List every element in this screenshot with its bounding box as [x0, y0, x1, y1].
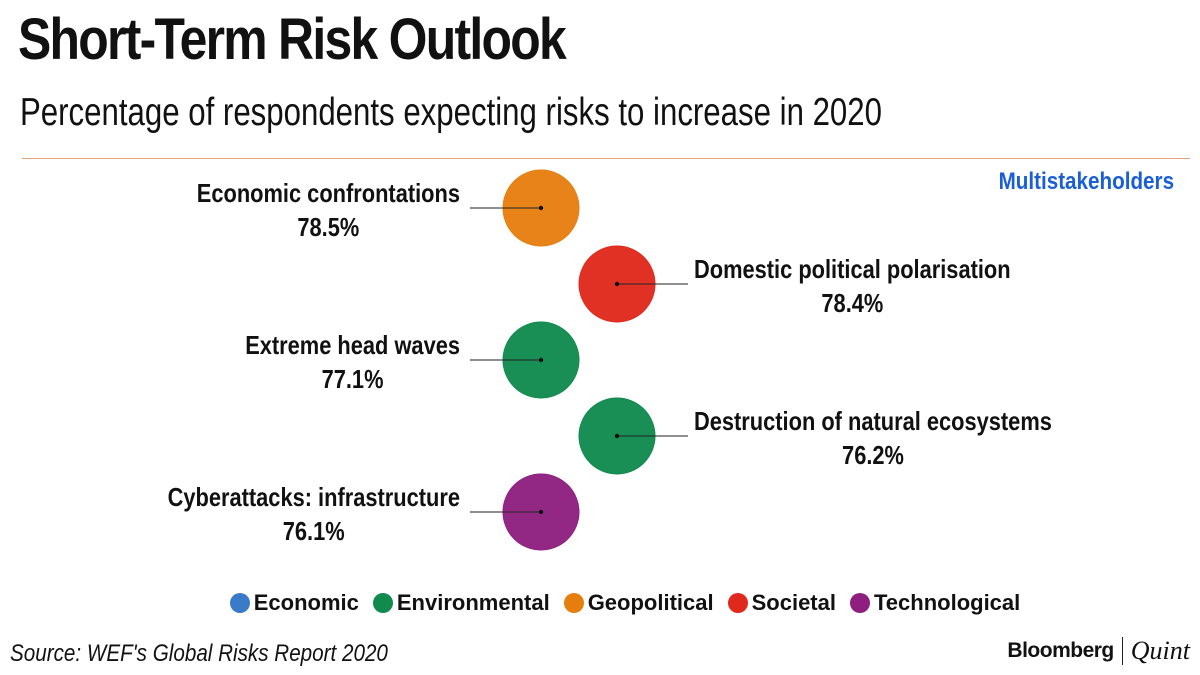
risk-item-extreme-head-waves: Extreme head waves 77.1% [245, 321, 580, 399]
legend: Economic Environmental Geopolitical Soci… [0, 588, 1200, 618]
legend-item-economic: Economic [229, 588, 359, 618]
risk-item-domestic-political-polarisation: Domestic political polarisation 78.4% [578, 245, 1011, 323]
legend-swatch-economic [229, 593, 250, 613]
bubble-center-dot-destruction-of-natural-ecosystems [614, 433, 620, 439]
risk-label-extreme-head-waves: Extreme head waves [245, 331, 460, 360]
risk-value-cyberattacks-infrastructure: 76.1% [283, 517, 345, 546]
risk-label-domestic-political-polarisation: Domestic political polarisation [694, 255, 1011, 284]
legend-label-economic: Economic [253, 590, 359, 615]
risk-label-destruction-of-natural-ecosystems: Destruction of natural ecosystems [694, 407, 1052, 436]
chart-title: Short-Term Risk Outlook [18, 7, 567, 72]
respondent-group-label: Multistakeholders [998, 168, 1174, 195]
legend-item-technological: Technological [849, 588, 1021, 618]
legend-item-societal: Societal [727, 588, 836, 618]
risk-value-domestic-political-polarisation: 78.4% [821, 289, 883, 318]
legend-label-geopolitical: Geopolitical [587, 590, 714, 615]
legend-swatch-geopolitical [563, 593, 584, 613]
brand-bloomberg: Bloomberg [1007, 639, 1114, 662]
bubble-center-dot-domestic-political-polarisation [614, 281, 620, 287]
risk-value-economic-confrontations: 78.5% [297, 213, 359, 242]
risk-value-extreme-head-waves: 77.1% [322, 365, 384, 394]
risk-item-destruction-of-natural-ecosystems: Destruction of natural ecosystems 76.2% [578, 397, 1052, 475]
legend-label-environmental: Environmental [396, 590, 550, 615]
risk-value-destruction-of-natural-ecosystems: 76.2% [842, 441, 904, 470]
bubble-center-dot-economic-confrontations [538, 205, 544, 211]
legend-swatch-environmental [372, 593, 393, 613]
brand-quint: Quint [1130, 636, 1190, 665]
legend-item-geopolitical: Geopolitical [563, 588, 714, 618]
source-note: Source: WEF's Global Risks Report 2020 [10, 640, 388, 667]
legend-label-societal: Societal [751, 590, 836, 615]
legend-swatch-societal [727, 593, 748, 613]
risk-label-cyberattacks-infrastructure: Cyberattacks: infrastructure [168, 483, 460, 512]
risk-item-cyberattacks-infrastructure: Cyberattacks: infrastructure 76.1% [168, 473, 580, 551]
bubble-center-dot-cyberattacks-infrastructure [538, 509, 544, 515]
risk-item-economic-confrontations: Economic confrontations 78.5% [197, 169, 580, 247]
header-divider [22, 158, 1190, 159]
brand-divider [1121, 637, 1123, 665]
chart-subtitle: Percentage of respondents expecting risk… [20, 91, 882, 134]
risk-label-economic-confrontations: Economic confrontations [197, 179, 460, 208]
bubble-center-dot-extreme-head-waves [538, 357, 544, 363]
legend-item-environmental: Environmental [372, 588, 550, 618]
brand-logo: Bloomberg Quint [1007, 636, 1190, 666]
legend-swatch-technological [849, 593, 870, 613]
legend-label-technological: Technological [873, 590, 1021, 615]
